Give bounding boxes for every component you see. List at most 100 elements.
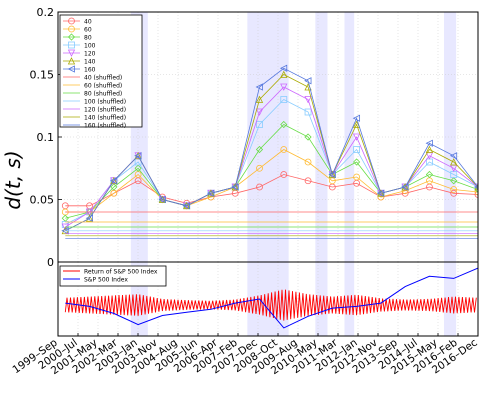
series-line-0 [65, 174, 478, 207]
shaded-period-2 [315, 12, 328, 262]
legend-marker-4 [67, 49, 76, 57]
series-2-point-8 [255, 145, 264, 154]
series-6-point-15 [425, 139, 433, 147]
series-3-point-12 [353, 146, 361, 153]
bottom-plot-frame [57, 261, 479, 337]
bottom-legend-box [59, 265, 167, 287]
series-line-1 [65, 149, 478, 213]
bottom-shaded-period-2 [315, 262, 328, 336]
legend-label-3: 100 [84, 43, 96, 50]
series-0-point-17 [474, 191, 478, 198]
bottom-legend-label-1: S&P 500 Index [84, 277, 128, 284]
return-series-line [64, 289, 477, 321]
series-2-point-12 [353, 158, 361, 166]
series-6-point-4 [158, 195, 166, 204]
top-shading [130, 12, 457, 262]
legend-label-12: 140 (shuffled) [84, 115, 126, 122]
series-6-point-16 [449, 152, 458, 160]
series-1-point-12 [353, 173, 361, 181]
series-1-point-16 [450, 186, 458, 193]
series-6-point-5 [182, 202, 191, 210]
series-6-point-13 [376, 189, 385, 197]
series-line-2 [65, 124, 478, 219]
series-6-point-3 [134, 152, 142, 160]
series-1-point-9 [280, 146, 288, 153]
bottom-shaded-period-3 [344, 262, 355, 336]
series-6-point-2 [109, 177, 118, 185]
series-1-point-6 [207, 193, 215, 201]
series-0-point-8 [256, 183, 263, 191]
bottom-series [64, 267, 478, 329]
series-0-point-16 [450, 189, 458, 197]
legend-label-10: 100 (shuffled) [84, 99, 126, 106]
series-5-point-8 [255, 95, 264, 103]
series-2-point-16 [450, 177, 458, 185]
series-6-point-8 [255, 83, 263, 91]
legend-label-4: 120 [84, 51, 96, 58]
series-6-point-6 [207, 189, 215, 197]
legend-label-11: 120 (shuffled) [84, 107, 126, 114]
series-1-point-17 [474, 188, 478, 196]
bottom-legend-label-0: Return of S&P 500 Index [84, 269, 158, 276]
series-1-point-14 [401, 187, 409, 195]
top-y-ticks: 0 0.05 0.1 0.15 0.2 [30, 6, 62, 269]
series-4-point-10 [304, 96, 312, 104]
legend-label-9: 80 (shuffled) [84, 91, 122, 98]
series-6-point-10 [304, 77, 312, 85]
top-series [61, 64, 478, 239]
series-6-point-7 [231, 183, 239, 191]
series-6-point-12 [352, 114, 361, 122]
x-ticks: 1999–Sep2000–Jul2001–May2002–Mar2003–Jan… [10, 333, 480, 377]
shaded-period-4 [444, 12, 457, 262]
series-6-point-11 [328, 170, 336, 179]
series-5-point-11 [328, 170, 336, 178]
legend-marker-2 [67, 33, 76, 41]
legend-label-5: 140 [84, 59, 96, 66]
legend-marker-5 [67, 57, 76, 65]
series-5-point-9 [280, 70, 288, 78]
series-5-point-15 [425, 145, 434, 153]
series-5-point-12 [352, 120, 361, 128]
series-5-point-17 [474, 183, 478, 191]
legend-label-0: 40 [84, 19, 92, 26]
series-2-point-3 [134, 164, 142, 172]
legend-marker-6 [67, 65, 75, 73]
legend-marker-3 [68, 41, 75, 49]
series-5-point-1 [85, 214, 94, 222]
legend-label-8: 60 (shuffled) [84, 83, 122, 90]
series-2-point-15 [425, 170, 434, 179]
legend-label-7: 40 (shuffled) [84, 75, 122, 82]
series-4-point-9 [280, 83, 288, 91]
series-line-6 [65, 67, 478, 232]
series-line-3 [65, 99, 478, 225]
series-6-point-14 [401, 183, 409, 191]
series-0-point-10 [304, 177, 312, 185]
series-3-point-9 [280, 96, 288, 103]
top-legend-box [59, 14, 143, 128]
series-4-point-8 [255, 108, 264, 116]
series-2-point-10 [304, 133, 312, 141]
legend-label-1: 60 [84, 27, 92, 34]
legend-marker-1 [68, 25, 75, 33]
series-6-point-1 [85, 214, 93, 222]
series-5-point-3 [134, 151, 142, 160]
legend-label-2: 80 [84, 35, 92, 42]
series-2-point-9 [280, 120, 288, 129]
series-1-point-10 [304, 158, 312, 166]
bottom-shading [130, 262, 457, 336]
series-0-point-9 [280, 171, 288, 178]
y-axis-label: d(t, s) [1, 150, 25, 209]
y-tick-label-1: 0.05 [30, 194, 55, 207]
y-tick-label-0: 0 [47, 256, 54, 269]
top-panel: 00.050.10.150.2 d(t, s) 4060801001201401… [1, 6, 479, 269]
series-2-point-0 [61, 214, 69, 222]
y-tick-label-3: 0.15 [30, 69, 55, 82]
series-4-point-12 [352, 133, 361, 141]
y-axis-label-text: d(t, s) [1, 150, 25, 209]
series-3-point-10 [304, 108, 312, 116]
